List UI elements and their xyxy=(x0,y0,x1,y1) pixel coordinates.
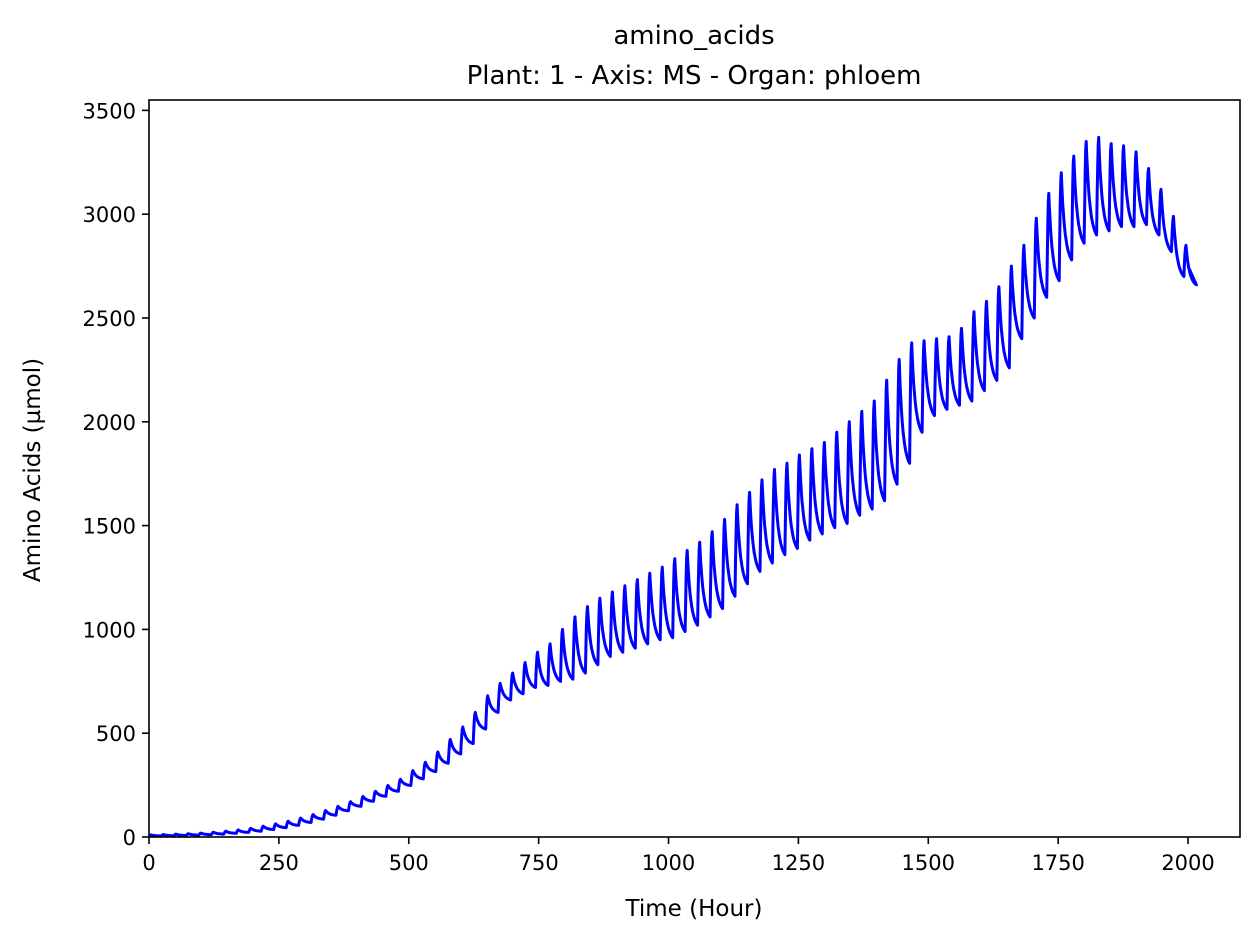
y-tick-label: 1500 xyxy=(83,515,136,539)
chart-subtitle: Plant: 1 - Axis: MS - Organ: phloem xyxy=(467,61,922,91)
y-tick-label: 3500 xyxy=(83,99,136,123)
x-tick-label: 1750 xyxy=(1031,851,1084,875)
y-tick-label: 3000 xyxy=(83,203,136,227)
y-tick-label: 0 xyxy=(123,826,136,850)
y-axis-ticks: 0 500 1000 1500 2000 2500 3000 3500 xyxy=(83,99,149,850)
x-tick-label: 250 xyxy=(259,851,299,875)
chart-title: amino_acids xyxy=(613,21,774,51)
y-axis-label: Amino Acids (µmol) xyxy=(20,358,46,582)
y-tick-label: 2500 xyxy=(83,307,136,331)
series-line xyxy=(149,135,1198,837)
plot-frame xyxy=(148,99,1241,838)
x-axis-label: Time (Hour) xyxy=(625,896,763,922)
x-tick-label: 1500 xyxy=(902,851,955,875)
x-axis-ticks: 0 250 500 750 1000 1250 1500 1750 2000 xyxy=(142,837,1215,875)
y-tick-label: 500 xyxy=(96,722,136,746)
x-tick-label: 2000 xyxy=(1161,851,1214,875)
x-tick-label: 750 xyxy=(519,851,559,875)
x-tick-label: 1250 xyxy=(772,851,825,875)
y-tick-label: 2000 xyxy=(83,411,136,435)
x-tick-label: 500 xyxy=(389,851,429,875)
y-tick-label: 1000 xyxy=(83,618,136,642)
x-tick-label: 0 xyxy=(142,851,155,875)
x-tick-label: 1000 xyxy=(642,851,695,875)
